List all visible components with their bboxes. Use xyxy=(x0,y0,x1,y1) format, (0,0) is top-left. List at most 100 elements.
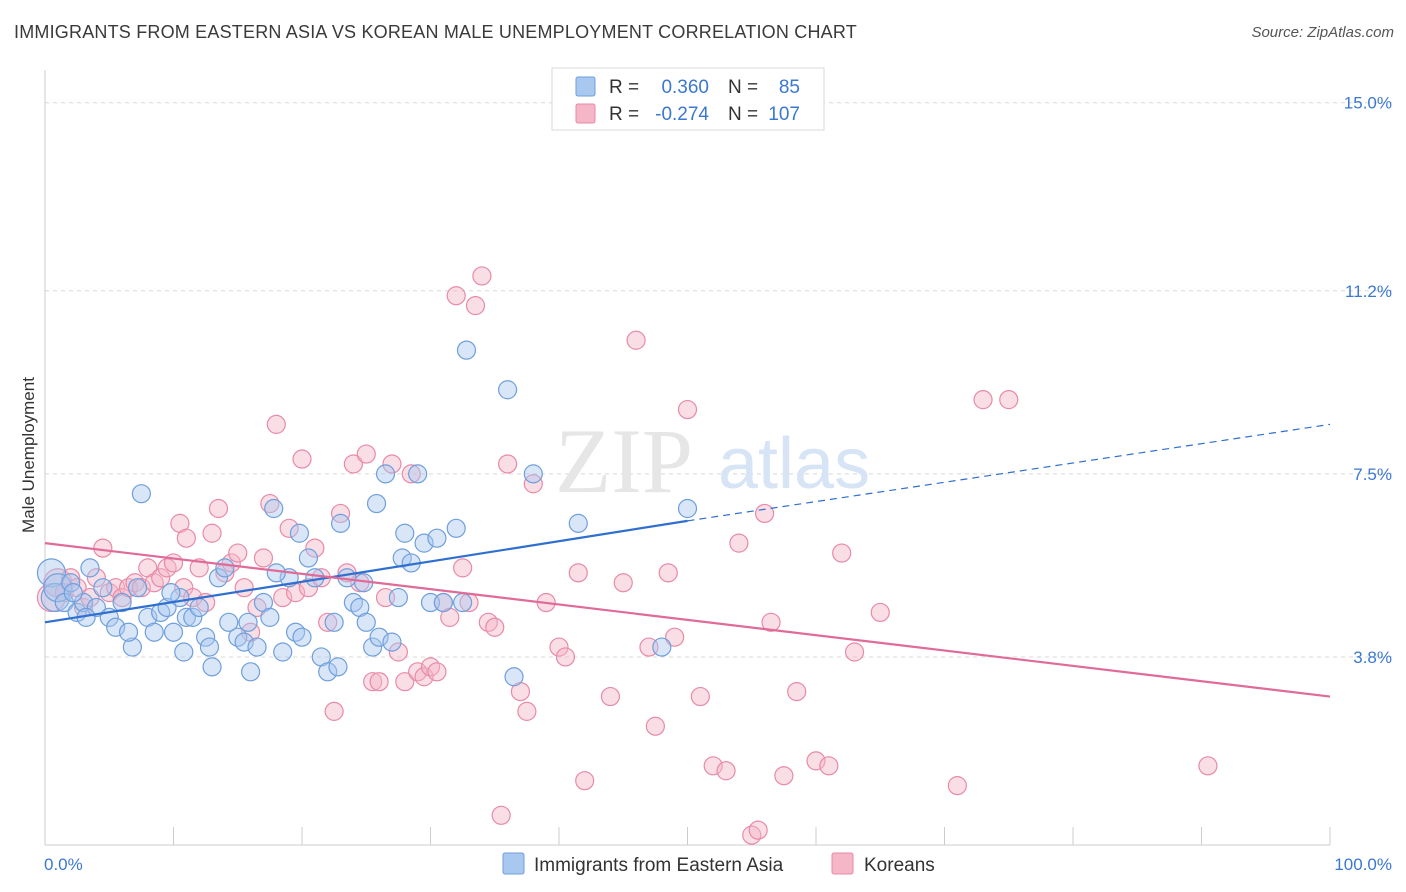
korean-point xyxy=(645,716,665,736)
korean-point xyxy=(61,568,81,588)
korean-point xyxy=(279,518,299,538)
immigrant-point xyxy=(264,498,284,519)
korean-point xyxy=(382,454,402,474)
korean-point xyxy=(247,597,267,618)
legend-swatch-pink xyxy=(575,103,596,124)
korean-point xyxy=(408,662,428,682)
immigrant-point xyxy=(174,642,194,662)
korean-point xyxy=(266,414,286,434)
y-tick-labels: 3.8% 7.5% 11.2% 15.0% xyxy=(1344,94,1392,667)
korean-point xyxy=(568,563,588,583)
y-tick-label: 15.0% xyxy=(1344,94,1392,113)
korean-point xyxy=(388,642,408,662)
immigrant-point xyxy=(247,637,267,657)
immigrant-point xyxy=(382,632,402,652)
korean-point xyxy=(305,538,325,558)
korean-point xyxy=(112,587,132,608)
immigrant-point xyxy=(523,464,543,484)
korean-point xyxy=(787,681,807,702)
immigrant-point xyxy=(414,533,434,553)
korean-point xyxy=(157,558,177,578)
korean-point xyxy=(401,464,421,484)
legend-n-value-pink: 107 xyxy=(768,104,800,125)
korean-point xyxy=(151,568,171,588)
immigrant-point xyxy=(93,578,113,598)
immigrant-point xyxy=(330,513,351,533)
koreans-trend-line xyxy=(44,542,1331,698)
korean-point xyxy=(761,612,781,632)
korean-point xyxy=(318,612,338,632)
bottom-legend: Immigrants from Eastern Asia Koreans xyxy=(502,852,935,876)
korean-point xyxy=(234,578,254,598)
korean-point xyxy=(208,498,229,519)
immigrant-point xyxy=(375,464,396,484)
immigrant-point xyxy=(324,612,344,632)
immigrant-point xyxy=(228,627,248,647)
korean-point xyxy=(324,701,344,721)
korean-point xyxy=(658,563,678,583)
legend-box: R = 0.360 N = 85 R = -0.274 N = 107 xyxy=(551,67,825,131)
immigrant-point xyxy=(80,558,100,578)
immigrant-point xyxy=(369,627,389,647)
immigrants-trend-extension xyxy=(687,423,1331,522)
immigrant-point xyxy=(131,484,151,504)
legend-r-label-pink: R = xyxy=(609,104,639,125)
korean-point xyxy=(202,523,222,543)
immigrant-point xyxy=(318,662,338,682)
korean-point xyxy=(273,587,293,608)
immigrant-point xyxy=(73,592,94,613)
korean-point xyxy=(729,533,749,553)
legend-n-label-pink: N = xyxy=(728,104,758,125)
immigrant-point xyxy=(127,578,148,598)
korean-point xyxy=(690,686,710,707)
watermark-atlas: atlas xyxy=(718,424,870,504)
korean-point xyxy=(999,390,1019,410)
korean-point xyxy=(221,553,241,573)
immigrant-point xyxy=(363,637,383,657)
immigrant-point xyxy=(298,548,319,568)
korean-point xyxy=(369,672,389,692)
immigrant-point xyxy=(208,568,229,588)
korean-point xyxy=(523,474,543,494)
watermark: ZIP atlas xyxy=(555,410,870,512)
y-tick-label: 7.5% xyxy=(1353,465,1392,484)
immigrant-point xyxy=(40,582,70,613)
watermark-zip: ZIP xyxy=(555,410,693,512)
immigrants-points xyxy=(36,340,698,687)
immigrant-point xyxy=(446,518,466,538)
korean-point xyxy=(819,756,839,776)
korean-point xyxy=(748,820,768,840)
korean-point xyxy=(716,761,736,781)
x-tick-label-100: 100.0% xyxy=(1334,855,1392,874)
grid xyxy=(45,102,1392,658)
korean-point xyxy=(754,503,775,524)
legend-r-label-blue: R = xyxy=(609,77,639,98)
trend-lines xyxy=(44,423,1331,698)
bottom-legend-swatch-blue xyxy=(502,852,525,875)
immigrant-point xyxy=(161,583,181,603)
korean-point xyxy=(343,454,363,474)
korean-point xyxy=(99,583,119,603)
immigrant-point xyxy=(292,627,312,647)
korean-point xyxy=(742,825,762,845)
immigrant-point xyxy=(356,612,376,632)
korean-point xyxy=(420,657,441,677)
bottom-legend-label-blue: Immigrants from Eastern Asia xyxy=(534,855,784,876)
korean-point xyxy=(517,701,537,721)
immigrant-point xyxy=(199,637,220,657)
korean-point xyxy=(478,612,498,632)
koreans-points xyxy=(36,266,1218,845)
bottom-legend-label-pink: Koreans xyxy=(864,855,935,876)
korean-point xyxy=(600,686,621,707)
immigrant-point xyxy=(86,597,107,618)
korean-point xyxy=(298,578,319,598)
korean-point xyxy=(86,568,107,588)
korean-point xyxy=(292,449,312,469)
immigrant-point xyxy=(215,558,235,578)
korean-point xyxy=(947,776,967,796)
bottom-legend-swatch-pink xyxy=(831,852,854,875)
immigrant-point xyxy=(285,622,306,642)
immigrant-point xyxy=(328,657,348,677)
immigrant-point xyxy=(366,493,387,514)
korean-point xyxy=(330,503,351,524)
